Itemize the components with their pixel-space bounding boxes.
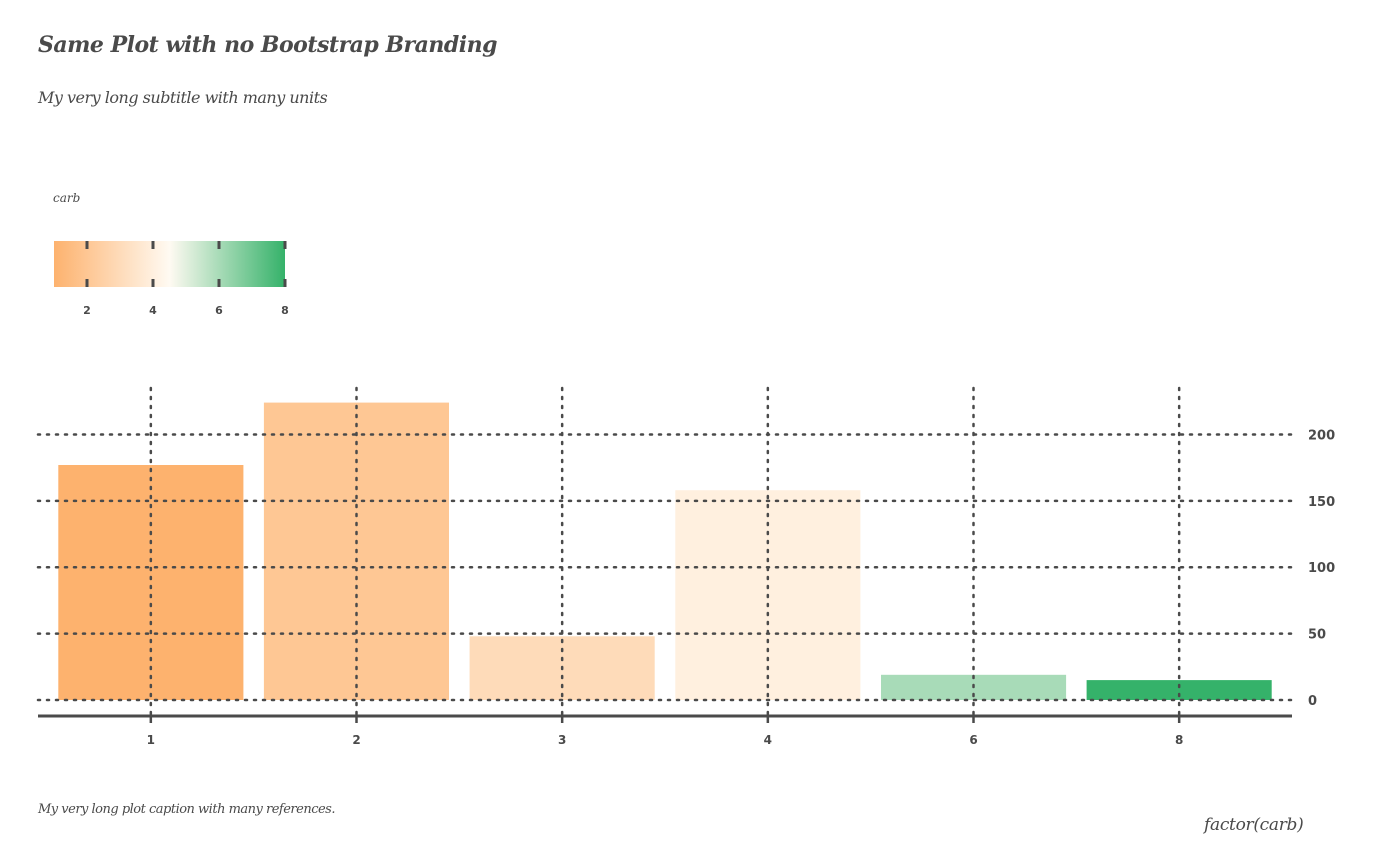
x-tick-label: 2	[352, 733, 360, 747]
axis-layer: 1 2 3 4 6 8 0 50 100 150 200	[38, 428, 1335, 747]
x-tick-label: 3	[558, 733, 566, 747]
x-axis-title: factor(carb)	[1204, 815, 1304, 835]
x-tick-label: 4	[764, 733, 772, 747]
color-legend: 2 4 6 8	[54, 241, 289, 317]
x-tick-label: 6	[969, 733, 977, 747]
y-tick-label: 150	[1308, 495, 1335, 510]
colorbar-tick-label: 6	[215, 304, 223, 317]
y-tick-label: 100	[1308, 561, 1335, 576]
legend-title: carb	[53, 191, 81, 205]
y-tick-label: 0	[1308, 694, 1317, 709]
chart-caption: My very long plot caption with many refe…	[38, 802, 335, 817]
colorbar-tick-label: 8	[281, 304, 289, 317]
y-tick-label: 50	[1308, 628, 1326, 643]
chart-title: Same Plot with no Bootstrap Branding	[38, 32, 498, 58]
x-tick-label: 8	[1175, 733, 1183, 747]
y-tick-label: 200	[1308, 428, 1335, 443]
bar-layer	[58, 402, 1272, 700]
x-tick-label: 1	[147, 733, 155, 747]
colorbar-tick-label: 2	[83, 304, 91, 317]
bar-8	[1086, 680, 1272, 700]
chart-subtitle: My very long subtitle with many units	[38, 88, 328, 107]
colorbar-tick-label: 4	[149, 304, 157, 317]
colorbar	[54, 241, 285, 287]
grid-layer	[36, 386, 1294, 716]
